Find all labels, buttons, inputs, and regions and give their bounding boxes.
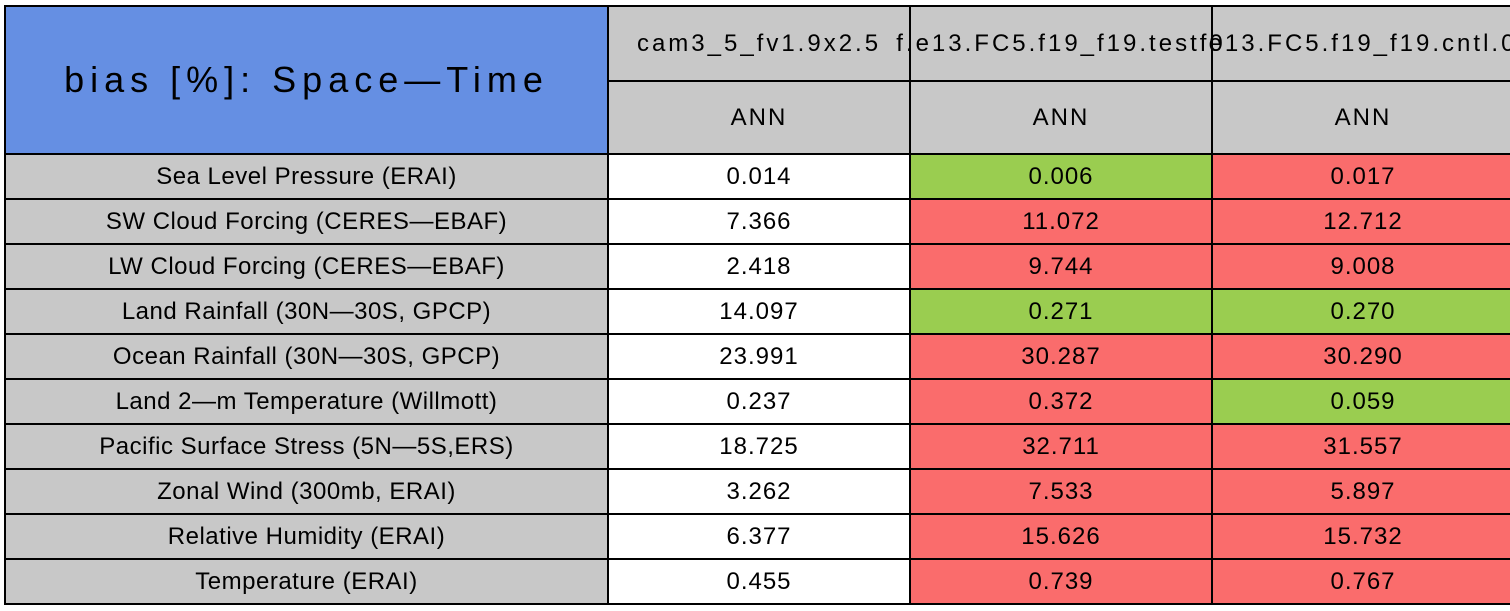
table-row: Land 2—m Temperature (Willmott) 0.237 0.…	[4, 378, 1510, 425]
value-cell: 0.237	[607, 378, 911, 425]
season-cell-2: ANN	[909, 80, 1213, 155]
row-label: Land 2—m Temperature (Willmott)	[4, 378, 609, 425]
value-cell: 7.366	[607, 198, 911, 245]
season-header-row: ANN ANN ANN	[5, 80, 1510, 155]
row-label: Land Rainfall (30N—30S, GPCP)	[4, 288, 609, 335]
value-cell: 23.991	[607, 333, 911, 380]
row-label: SW Cloud Forcing (CERES—EBAF)	[4, 198, 609, 245]
row-label: Pacific Surface Stress (5N—5S,ERS)	[4, 423, 609, 470]
season-cell-3: ANN	[1211, 80, 1510, 155]
case-column-header-3: e13.FC5.f19_f19.cntl.0	[1208, 5, 1510, 82]
row-label: Zonal Wind (300mb, ERAI)	[4, 468, 609, 515]
value-cell: 0.767	[1211, 558, 1510, 605]
value-cell: 12.712	[1211, 198, 1510, 245]
value-cell: 0.017	[1211, 153, 1510, 200]
case-column-header-1: cam3_5_fv1.9x2.5	[607, 5, 911, 82]
row-label: Sea Level Pressure (ERAI)	[4, 153, 609, 200]
case-column-header-2: f.e13.FC5.f19_f19.testf0	[896, 5, 1223, 82]
table-row: LW Cloud Forcing (CERES—EBAF) 2.418 9.74…	[4, 243, 1510, 290]
value-cell: 0.059	[1211, 378, 1510, 425]
value-cell: 3.262	[607, 468, 911, 515]
value-cell: 5.897	[1211, 468, 1510, 515]
value-cell: 9.008	[1211, 243, 1510, 290]
value-cell: 14.097	[607, 288, 911, 335]
value-cell: 11.072	[909, 198, 1213, 245]
value-cell: 0.739	[909, 558, 1213, 605]
table-row: Sea Level Pressure (ERAI) 0.014 0.006 0.…	[4, 153, 1510, 200]
row-label: Temperature (ERAI)	[4, 558, 609, 605]
table-row: Temperature (ERAI) 0.455 0.739 0.767	[4, 558, 1510, 605]
table-row: Ocean Rainfall (30N—30S, GPCP) 23.991 30…	[4, 333, 1510, 380]
row-label: Ocean Rainfall (30N—30S, GPCP)	[4, 333, 609, 380]
case-name-3: e13.FC5.f19_f19.cntl.0	[1208, 29, 1510, 57]
value-cell: 18.725	[607, 423, 911, 470]
table-row: Zonal Wind (300mb, ERAI) 3.262 7.533 5.8…	[4, 468, 1510, 515]
value-cell: 9.744	[909, 243, 1213, 290]
value-cell: 0.271	[909, 288, 1213, 335]
value-cell: 15.626	[909, 513, 1213, 560]
case-header-row: bias [%]: Space—Time cam3_5_fv1.9x2.5 f.…	[4, 5, 1510, 155]
value-cell: 30.290	[1211, 333, 1510, 380]
case-name-1: cam3_5_fv1.9x2.5	[636, 29, 882, 57]
table-row: Land Rainfall (30N—30S, GPCP) 14.097 0.2…	[4, 288, 1510, 335]
case-name-2: f.e13.FC5.f19_f19.testf0	[896, 29, 1226, 57]
table-row: Relative Humidity (ERAI) 6.377 15.626 15…	[4, 513, 1510, 560]
row-label: Relative Humidity (ERAI)	[4, 513, 609, 560]
table-row: SW Cloud Forcing (CERES—EBAF) 7.366 11.0…	[4, 198, 1510, 245]
value-cell: 0.270	[1211, 288, 1510, 335]
row-label: LW Cloud Forcing (CERES—EBAF)	[4, 243, 609, 290]
value-cell: 15.732	[1211, 513, 1510, 560]
table-title: bias [%]: Space—Time	[4, 5, 609, 155]
value-cell: 0.372	[909, 378, 1213, 425]
value-cell: 7.533	[909, 468, 1213, 515]
value-cell: 30.287	[909, 333, 1213, 380]
value-cell: 31.557	[1211, 423, 1510, 470]
value-cell: 32.711	[909, 423, 1213, 470]
value-cell: 0.014	[607, 153, 911, 200]
bias-table: bias [%]: Space—Time cam3_5_fv1.9x2.5 f.…	[4, 5, 1510, 605]
value-cell: 0.455	[607, 558, 911, 605]
value-cell: 0.006	[909, 153, 1213, 200]
value-cell: 6.377	[607, 513, 911, 560]
value-cell: 2.418	[607, 243, 911, 290]
season-cell-1: ANN	[607, 80, 911, 155]
table-row: Pacific Surface Stress (5N—5S,ERS) 18.72…	[4, 423, 1510, 470]
